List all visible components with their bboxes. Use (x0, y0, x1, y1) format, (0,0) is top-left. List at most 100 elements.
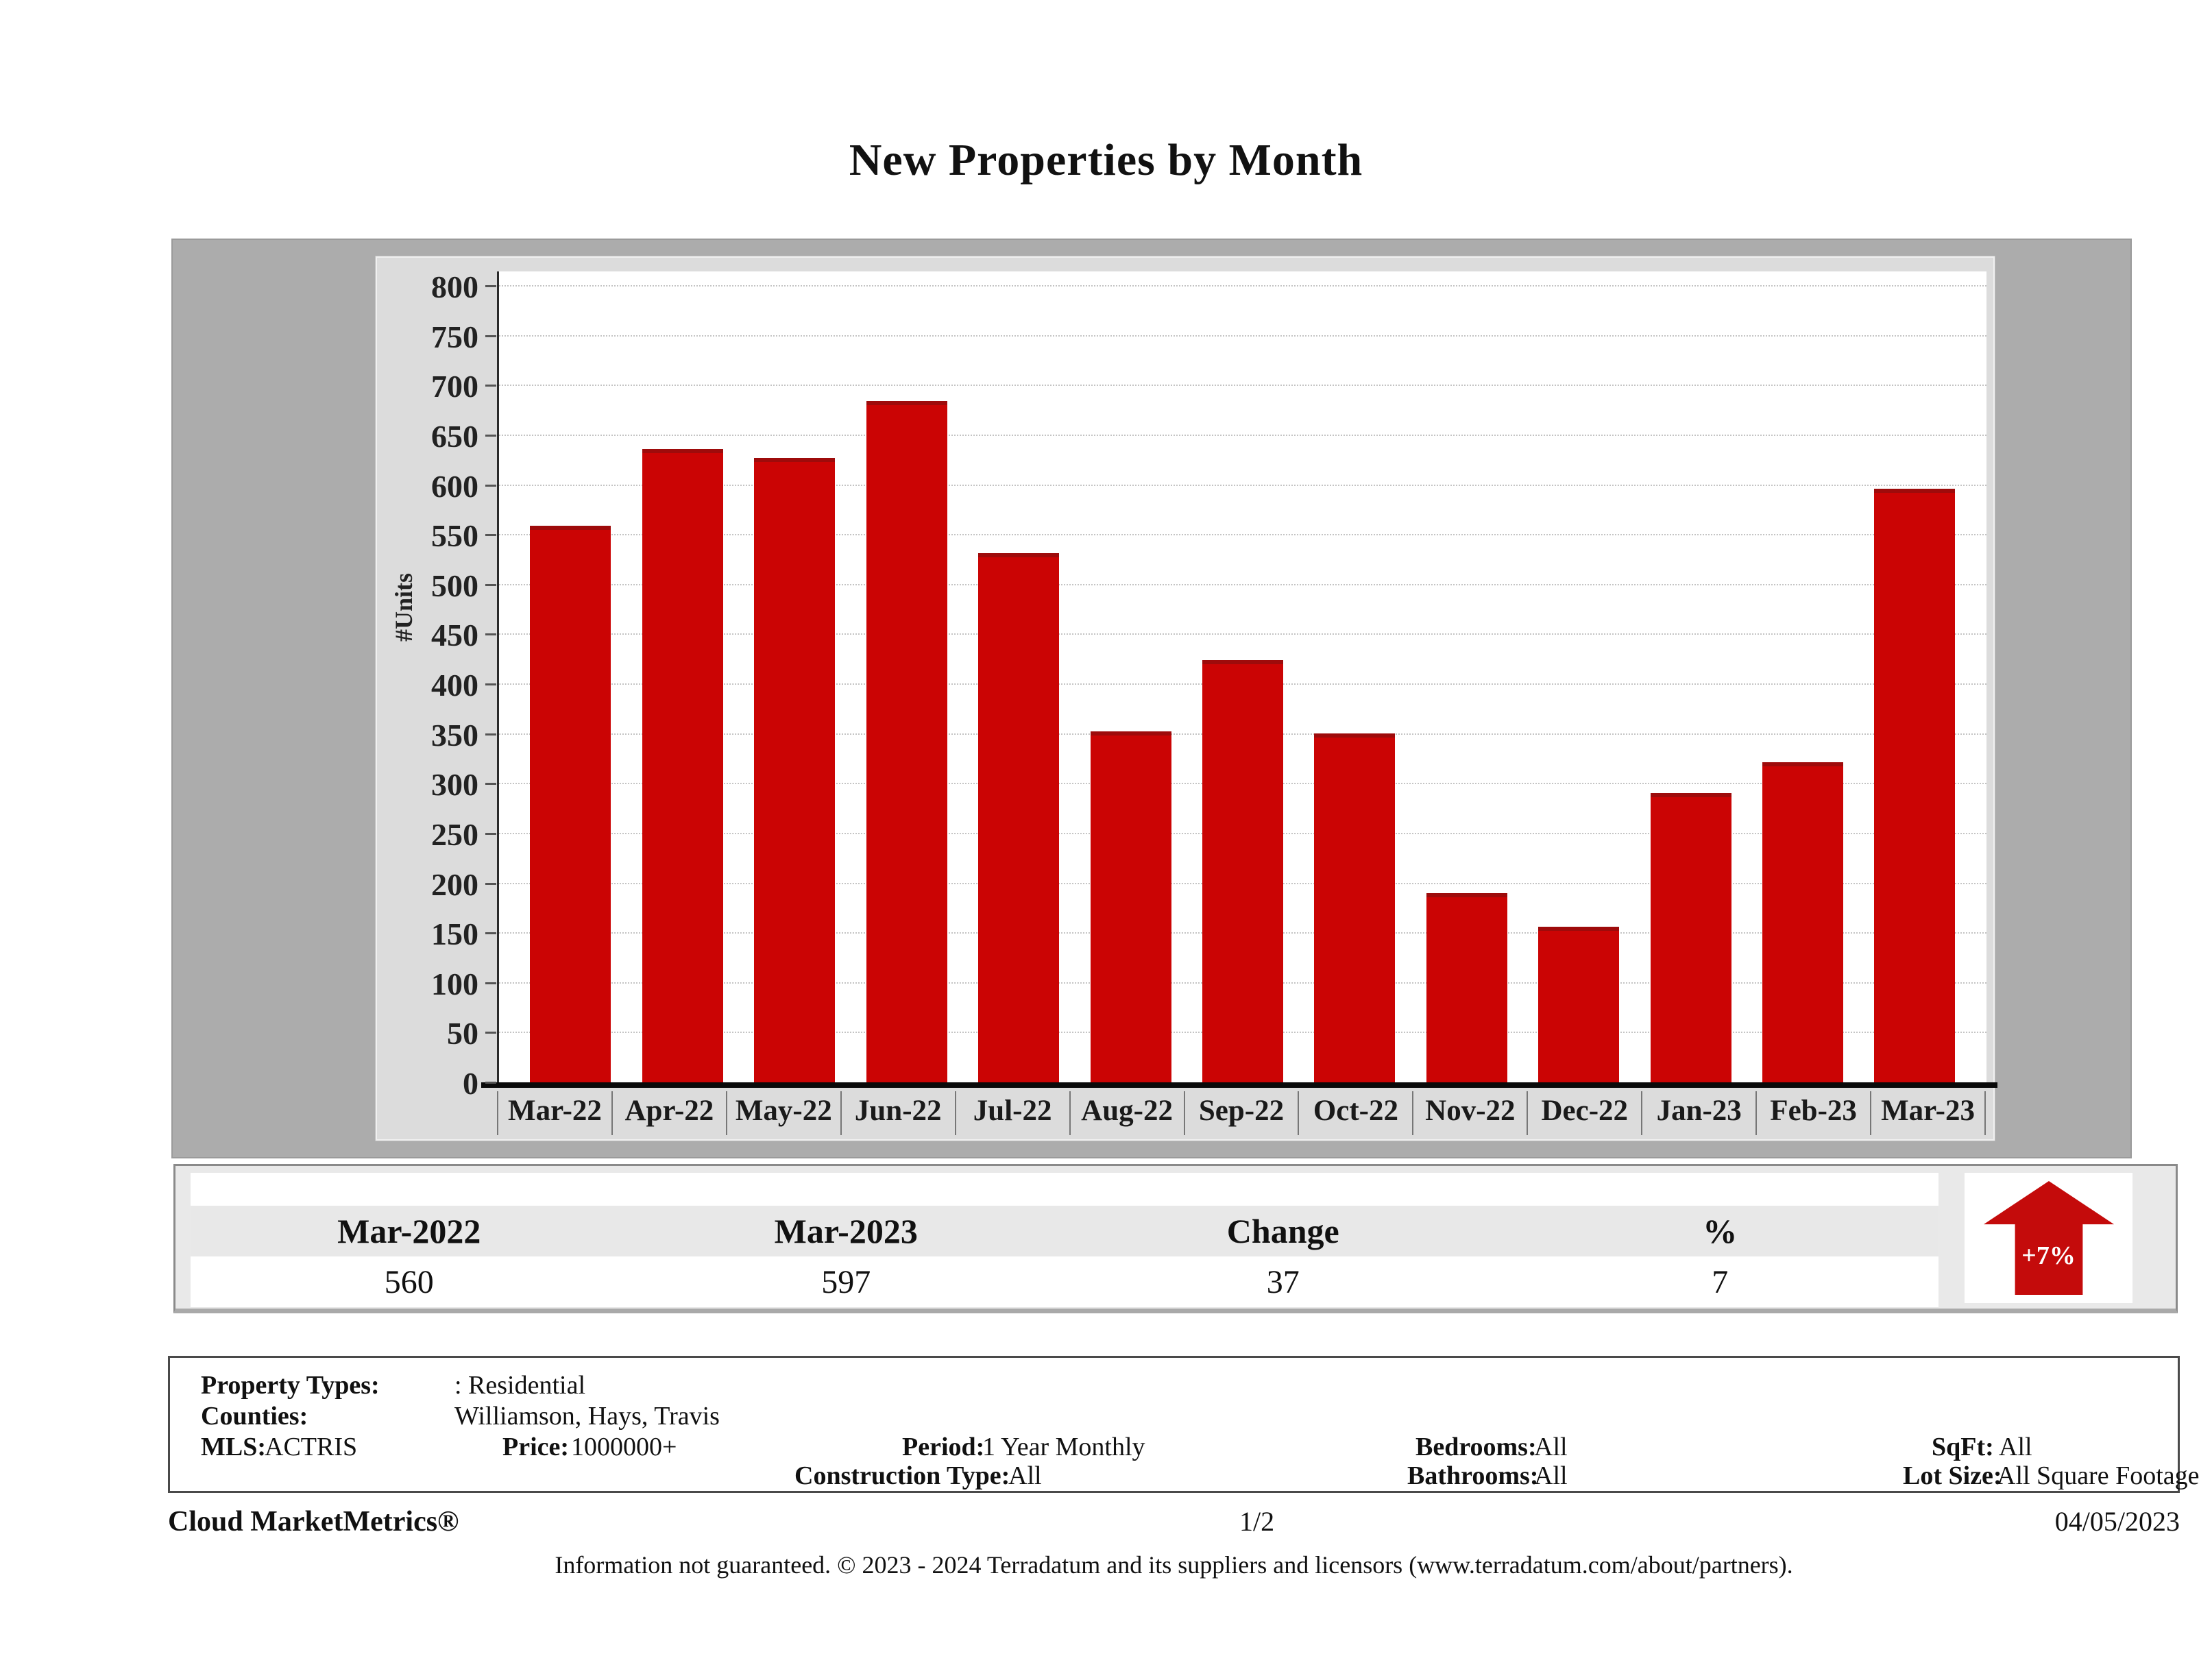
x-tick-label-Oct-22: Oct-22 (1298, 1091, 1412, 1135)
gridline-550 (499, 534, 1986, 536)
criteria-bedrooms: Bedrooms: (1415, 1432, 1537, 1462)
y-tickmark-0 (485, 1082, 496, 1084)
sqft-value: All (1999, 1433, 2032, 1461)
bar-Jan-23 (1650, 793, 1731, 1083)
footer-brand: Cloud MarketMetrics® (168, 1506, 459, 1537)
bathrooms-value: All (1534, 1461, 1568, 1490)
y-tickmark-750 (485, 335, 496, 337)
footer-page-number: 1/2 (1239, 1506, 1275, 1537)
x-tick-label-Feb-23: Feb-23 (1755, 1091, 1870, 1135)
criteria-price: Price: (502, 1432, 569, 1462)
summary-header-row: Mar-2022 Mar-2023 Change % (191, 1206, 1938, 1256)
sqft-label: SqFt: (1932, 1433, 1994, 1461)
summary-value-mar2023: 597 (821, 1263, 871, 1300)
x-tick-label-Jul-22: Jul-22 (954, 1091, 1069, 1135)
gridline-500 (499, 583, 1986, 585)
x-axis-line (481, 1082, 1997, 1088)
footer-row: Cloud MarketMetrics® 1/2 04/05/2023 (168, 1505, 2180, 1538)
period-label: Period: (902, 1433, 985, 1461)
y-tick-label-250: 250 (431, 816, 478, 852)
gridline-700 (499, 385, 1986, 387)
page-title: New Properties by Month (849, 135, 1363, 185)
gridline-800 (499, 285, 1986, 287)
y-tick-label-300: 300 (431, 767, 478, 803)
bar-Dec-22 (1538, 926, 1620, 1083)
y-tick-label-500: 500 (431, 568, 478, 603)
y-tick-label-400: 400 (431, 668, 478, 703)
y-tick-label-350: 350 (431, 717, 478, 753)
property-types-value: : Residential (454, 1371, 586, 1400)
bar-Feb-23 (1762, 762, 1844, 1083)
change-percent-label: +7% (2021, 1241, 2076, 1270)
bathrooms-label: Bathrooms: (1407, 1461, 1539, 1490)
y-tickmark-150 (485, 932, 496, 935)
summary-panel: Mar-2022 Mar-2023 Change % 560 597 37 7 … (173, 1164, 2178, 1313)
summary-header-mar2023: Mar-2023 (774, 1212, 918, 1250)
counties-value: Williamson, Hays, Travis (454, 1402, 720, 1431)
bedrooms-label: Bedrooms: (1415, 1433, 1537, 1461)
bar-May-22 (754, 457, 836, 1083)
construction-label: Construction Type: (794, 1461, 1010, 1490)
change-indicator: +7% (1965, 1173, 2132, 1303)
footer-disclaimer: Information not guaranteed. © 2023 - 202… (555, 1551, 1793, 1579)
mls-label: MLS: (201, 1433, 266, 1461)
summary-blank-row (191, 1173, 1938, 1206)
y-tickmark-350 (485, 733, 496, 735)
y-tickmark-550 (485, 534, 496, 537)
y-tick-label-550: 550 (431, 518, 478, 554)
bar-Sep-22 (1202, 659, 1283, 1083)
x-tick-label-Mar-22: Mar-22 (497, 1091, 611, 1135)
bedrooms-value: All (1534, 1433, 1568, 1461)
bar-Jul-22 (978, 553, 1060, 1083)
y-tickmark-200 (485, 882, 496, 885)
y-tick-label-450: 450 (431, 618, 478, 653)
construction-value: All (1008, 1461, 1042, 1490)
x-tick-label-May-22: May-22 (725, 1091, 840, 1135)
bars-container (499, 271, 1986, 1083)
summary-value-row: 560 597 37 7 (191, 1256, 1938, 1307)
lotsize-value: All Square Footage (1997, 1461, 2200, 1490)
x-tick-label-Jan-23: Jan-23 (1641, 1091, 1755, 1135)
summary-value-change: 37 (1266, 1263, 1300, 1300)
mls-value: ACTRIS (265, 1433, 358, 1461)
summary-table: Mar-2022 Mar-2023 Change % 560 597 37 7 (191, 1173, 1938, 1307)
y-tick-label-200: 200 (431, 866, 478, 902)
y-tick-label-800: 800 (431, 269, 478, 304)
criteria-mls: MLS: (201, 1432, 266, 1462)
bar-Nov-22 (1426, 892, 1507, 1083)
bar-Oct-22 (1314, 733, 1396, 1083)
bar-Aug-22 (1090, 731, 1171, 1083)
bar-Jun-22 (866, 401, 947, 1083)
summary-value-mar2022: 560 (384, 1263, 434, 1300)
y-tickmark-300 (485, 783, 496, 786)
up-arrow-icon (1984, 1181, 2114, 1295)
bar-Apr-22 (642, 448, 723, 1083)
summary-header-mar2022: Mar-2022 (337, 1212, 481, 1250)
bar-Mar-23 (1874, 488, 1956, 1083)
x-tick-label-Aug-22: Aug-22 (1069, 1091, 1184, 1135)
price-label: Price: (502, 1433, 570, 1461)
chart-panel: #Units 0 50 100 150 200 250 300 350 400 450 500 550… (375, 256, 1997, 1141)
y-tick-label-700: 700 (431, 369, 478, 404)
criteria-lotsize: Lot Size: (1903, 1461, 2002, 1491)
y-tickmark-450 (485, 633, 496, 636)
y-tickmark-600 (485, 484, 496, 487)
y-tick-label-600: 600 (431, 468, 478, 504)
criteria-panel: Property Types: : Residential Counties: … (168, 1356, 2200, 1493)
x-tick-label-Apr-22: Apr-22 (611, 1091, 726, 1135)
criteria-bathrooms: Bathrooms: (1407, 1461, 1538, 1491)
y-tick-label-100: 100 (431, 966, 478, 1001)
bar-Mar-22 (530, 525, 611, 1083)
x-tick-label-Dec-22: Dec-22 (1527, 1091, 1641, 1135)
y-tick-label-50: 50 (447, 1016, 478, 1051)
gridline-750 (499, 335, 1986, 337)
criteria-period: Period: (902, 1432, 984, 1462)
x-tick-label-Mar-23: Mar-23 (1870, 1091, 1984, 1135)
y-tick-label-150: 150 (431, 916, 478, 952)
plot-area: 0 50 100 150 200 250 300 350 400 450 500 550 600 650 7… (431, 269, 1997, 1101)
x-tick-labels: Mar-22 Apr-22 May-22 Jun-22 Jul-22 Aug-22 Sep-… (497, 1091, 1986, 1135)
y-tick-label-750: 750 (431, 319, 478, 354)
period-value: 1 Year Monthly (982, 1433, 1145, 1461)
y-tick-label-650: 650 (431, 418, 478, 454)
